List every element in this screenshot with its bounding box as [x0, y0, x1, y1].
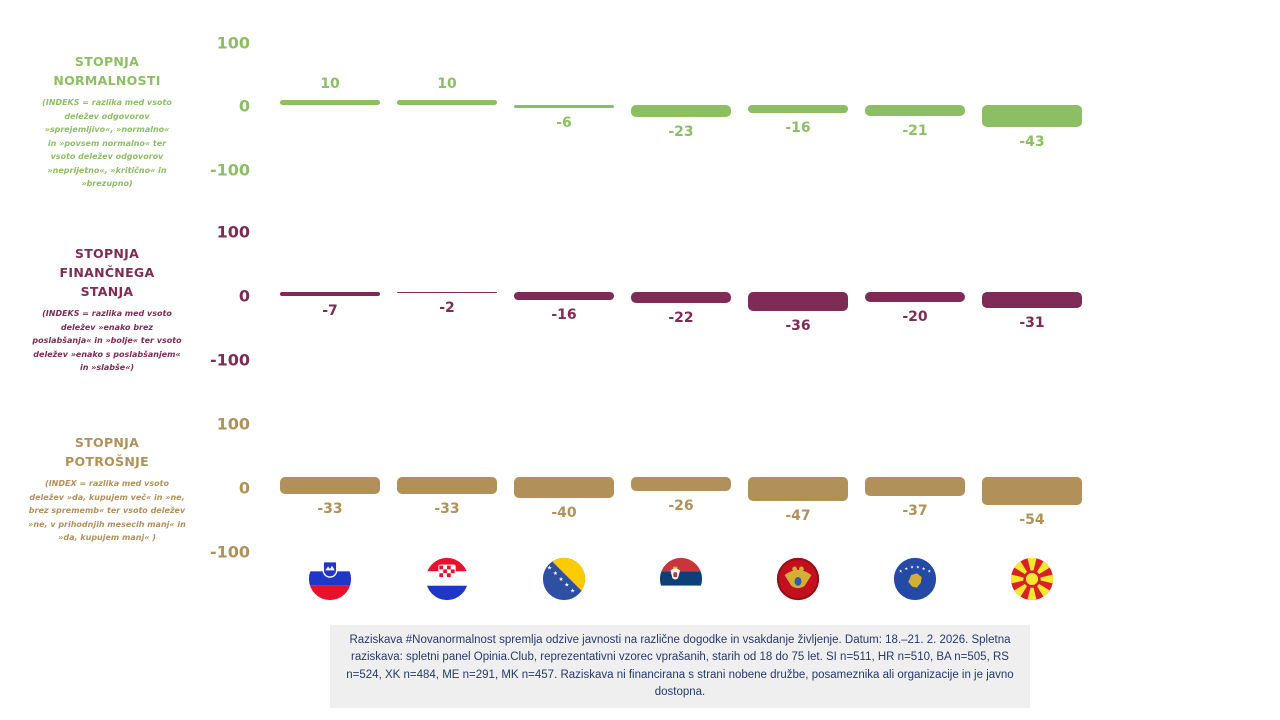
- section-subtitle: (INDEKS = razlika med vsoto deležev odgo…: [42, 98, 172, 188]
- bar-bosnia: [514, 477, 614, 498]
- bar-bosnia: [514, 105, 614, 109]
- svg-text:★: ★: [547, 564, 552, 571]
- bar-slovenia: [280, 99, 380, 105]
- bar-value-label: -36: [785, 317, 811, 334]
- bar-value-label: -54: [1019, 512, 1045, 529]
- bar-croatia: [397, 99, 497, 105]
- bar-value-label: -40: [551, 504, 577, 521]
- bar-value-label: -6: [556, 115, 572, 132]
- flag-bosnia-icon: ★ ★ ★ ★ ★: [541, 556, 587, 602]
- svg-text:★: ★: [899, 568, 903, 574]
- section-label-panel: STOPNJA POTROŠNJE (INDEX = razlika med vs…: [12, 433, 202, 545]
- y-axis-tick-label: -100: [209, 350, 250, 370]
- bar-value-label: -43: [1019, 134, 1045, 151]
- flag-kosovo-icon: ★ ★ ★ ★ ★ ★: [892, 556, 938, 602]
- bar-value-label: -47: [785, 508, 811, 525]
- bar-slovenia: [280, 292, 380, 296]
- bar-value-label: -16: [551, 307, 577, 324]
- bar-kosovo: [865, 292, 965, 303]
- bar-value-label: -33: [434, 501, 460, 518]
- section-title: STOPNJA FINANČNEGA STANJA: [59, 246, 155, 299]
- bar-serbia: [631, 292, 731, 304]
- svg-text:★: ★: [904, 566, 908, 572]
- section-label-panel: STOPNJA FINANČNEGA STANJA (INDEKS = razli…: [12, 244, 202, 375]
- flag-croatia-icon: [424, 556, 470, 602]
- section-subtitle: (INDEKS = razlika med vsoto deležev »ena…: [32, 309, 182, 372]
- section-label-panel: STOPNJA NORMALNOSTI (INDEKS = razlika med…: [12, 52, 202, 191]
- bar-serbia: [631, 105, 731, 117]
- y-axis-tick-label: 100: [216, 414, 250, 434]
- methodology-note: Raziskava #Novanormalnost spremlja odziv…: [330, 625, 1030, 708]
- bar-serbia: [631, 477, 731, 491]
- section-subtitle: (INDEX = razlika med vsoto deležev »da, …: [28, 479, 186, 542]
- bar-value-label: -37: [902, 503, 928, 520]
- y-axis-tick-label: 0: [238, 286, 250, 306]
- svg-text:★: ★: [916, 564, 920, 570]
- svg-text:★: ★: [553, 570, 558, 577]
- y-axis-tick-label: 0: [238, 96, 250, 116]
- section-title: STOPNJA POTROŠNJE: [65, 435, 149, 469]
- y-axis-tick-label: 100: [216, 33, 250, 53]
- y-axis-tick-label: 0: [238, 478, 250, 498]
- bar-croatia: [397, 292, 497, 294]
- flag-montenegro-icon: [775, 556, 821, 602]
- bar-value-label: -16: [785, 120, 811, 137]
- bar-macedonia: [982, 477, 1082, 506]
- bar-value-label: -31: [1019, 315, 1045, 332]
- bar-macedonia: [982, 292, 1082, 309]
- y-axis-tick-label: 100: [216, 222, 250, 242]
- flag-slovenia-icon: [307, 556, 353, 602]
- svg-text:★: ★: [922, 566, 926, 572]
- bar-value-label: -2: [439, 300, 455, 317]
- svg-text:★: ★: [564, 582, 569, 589]
- bar-value-label: 10: [437, 75, 457, 92]
- flag-macedonia-icon: [1009, 556, 1055, 602]
- flag-serbia-icon: [658, 556, 704, 602]
- bar-montenegro: [748, 105, 848, 114]
- bar-value-label: -22: [668, 310, 694, 327]
- bar-macedonia: [982, 105, 1082, 128]
- bar-croatia: [397, 477, 497, 495]
- methodology-note-text: Raziskava #Novanormalnost spremlja odziv…: [346, 634, 1014, 698]
- bar-kosovo: [865, 477, 965, 497]
- svg-text:★: ★: [570, 587, 575, 594]
- bar-bosnia: [514, 292, 614, 301]
- bar-slovenia: [280, 477, 380, 495]
- y-axis-tick-label: -100: [209, 160, 250, 180]
- bar-value-label: 10: [320, 75, 340, 92]
- bar-value-label: -33: [317, 501, 343, 518]
- bar-value-label: -26: [668, 497, 694, 514]
- bar-value-label: -20: [902, 309, 928, 326]
- bar-value-label: -21: [902, 122, 928, 139]
- svg-text:★: ★: [927, 568, 931, 574]
- svg-text:★: ★: [910, 564, 914, 570]
- svg-text:★: ★: [559, 576, 564, 583]
- bar-montenegro: [748, 292, 848, 311]
- bar-value-label: -7: [322, 302, 338, 319]
- y-axis-tick-label: -100: [209, 542, 250, 562]
- section-title: STOPNJA NORMALNOSTI: [53, 54, 161, 88]
- bar-value-label: -23: [668, 123, 694, 140]
- bar-kosovo: [865, 105, 965, 116]
- bar-montenegro: [748, 477, 848, 502]
